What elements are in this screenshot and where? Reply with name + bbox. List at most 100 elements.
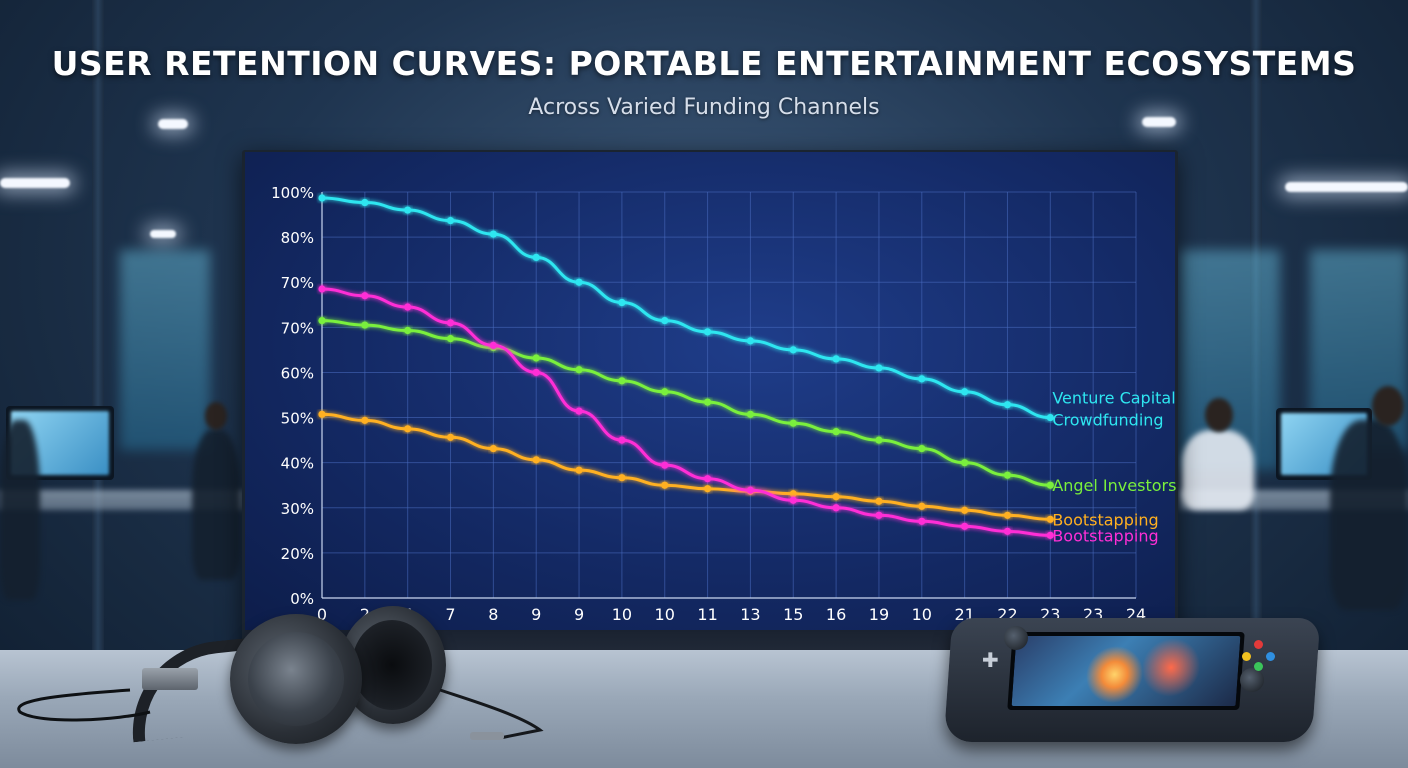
monitor-screen	[245, 152, 1175, 630]
y-tick-label: 50%	[281, 410, 314, 428]
data-point	[361, 321, 369, 329]
data-point	[446, 433, 455, 441]
data-point	[361, 198, 369, 207]
data-point	[446, 216, 455, 225]
background-person-head	[205, 402, 227, 430]
data-point	[918, 444, 926, 453]
data-point	[575, 466, 583, 474]
console-button-b	[1266, 652, 1275, 661]
data-point	[746, 486, 755, 494]
console-left-stick	[1004, 626, 1028, 650]
data-point	[1046, 515, 1054, 523]
y-tick-label: 80%	[281, 229, 314, 247]
data-point	[789, 419, 797, 427]
background-person	[192, 430, 240, 580]
data-point	[1046, 413, 1054, 422]
audio-plug	[470, 732, 504, 740]
data-point	[875, 364, 883, 372]
data-point	[361, 292, 369, 300]
data-point	[661, 461, 669, 469]
legend-label: Venture Capital	[1052, 389, 1175, 408]
background-person-head	[1372, 386, 1404, 426]
data-point	[789, 490, 797, 498]
data-point	[961, 522, 969, 530]
data-point	[1003, 511, 1012, 519]
legend-label: Crowdfunding	[1052, 411, 1163, 430]
chart-series	[318, 194, 1054, 539]
glass-divider	[92, 0, 104, 650]
data-point	[361, 416, 369, 424]
data-point	[318, 285, 326, 293]
wall-glow	[120, 250, 210, 450]
console-button-x	[1242, 652, 1251, 661]
data-point	[661, 388, 669, 396]
series-line	[321, 319, 1051, 487]
x-tick-label: 10	[612, 605, 632, 624]
data-point	[404, 206, 412, 214]
data-point	[318, 410, 326, 418]
data-point	[532, 354, 540, 362]
data-point	[832, 504, 840, 512]
y-tick-label: 40%	[281, 455, 314, 473]
x-tick-label: 13	[740, 605, 760, 624]
data-point	[532, 456, 540, 464]
console-display	[1007, 632, 1245, 710]
data-point	[789, 346, 797, 354]
data-point	[446, 319, 455, 327]
data-point	[404, 425, 412, 433]
x-tick-label: 10	[655, 605, 675, 624]
background-person	[1182, 430, 1254, 510]
chart-legend: Venture Capital Crowdfunding Angel Investo…	[1052, 389, 1176, 546]
x-tick-label: 10	[912, 605, 932, 624]
data-point	[446, 335, 455, 343]
x-tick-label: 9	[574, 605, 584, 624]
x-tick-label: 11	[697, 605, 717, 624]
data-point	[703, 398, 712, 406]
data-point	[489, 230, 497, 238]
background-person	[0, 420, 40, 600]
ceiling-light	[1142, 117, 1176, 127]
chart-subtitle: Across Varied Funding Channels	[528, 95, 880, 120]
data-point	[575, 278, 583, 286]
data-point	[1003, 401, 1012, 409]
console-button-y	[1254, 662, 1263, 671]
data-point	[1046, 531, 1054, 539]
data-point	[703, 475, 712, 483]
background-desk	[0, 490, 242, 510]
x-tick-label: 8	[488, 605, 498, 624]
handheld-console-icon: ✚	[943, 618, 1321, 742]
data-point	[318, 194, 326, 202]
data-point	[703, 485, 712, 493]
y-tick-label: 100%	[271, 184, 314, 202]
data-point	[575, 366, 583, 374]
data-point	[489, 341, 497, 349]
data-point	[918, 502, 926, 510]
data-point	[703, 328, 712, 336]
data-point	[961, 459, 969, 467]
legend-label: Bootstapping	[1052, 510, 1158, 529]
ceiling-light	[0, 178, 70, 188]
x-tick-label: 0	[317, 605, 327, 624]
y-tick-label: 0%	[290, 590, 314, 608]
data-point	[1003, 527, 1012, 535]
headphone-hinge	[142, 668, 198, 690]
headphone-ear-pad	[352, 620, 432, 710]
data-point	[618, 474, 626, 482]
ceiling-light	[150, 230, 176, 238]
data-point	[532, 368, 540, 377]
data-point	[746, 410, 755, 418]
data-point	[575, 407, 583, 415]
data-point	[618, 377, 626, 385]
legend-label: Bootstapping	[1052, 526, 1158, 545]
data-point	[618, 436, 626, 444]
data-point	[832, 428, 840, 436]
data-point	[746, 337, 755, 345]
data-point	[661, 481, 669, 489]
x-tick-label: 7	[445, 605, 455, 624]
ceiling-light	[1285, 182, 1408, 192]
data-point	[618, 298, 626, 307]
y-tick-label: 70%	[281, 319, 314, 337]
